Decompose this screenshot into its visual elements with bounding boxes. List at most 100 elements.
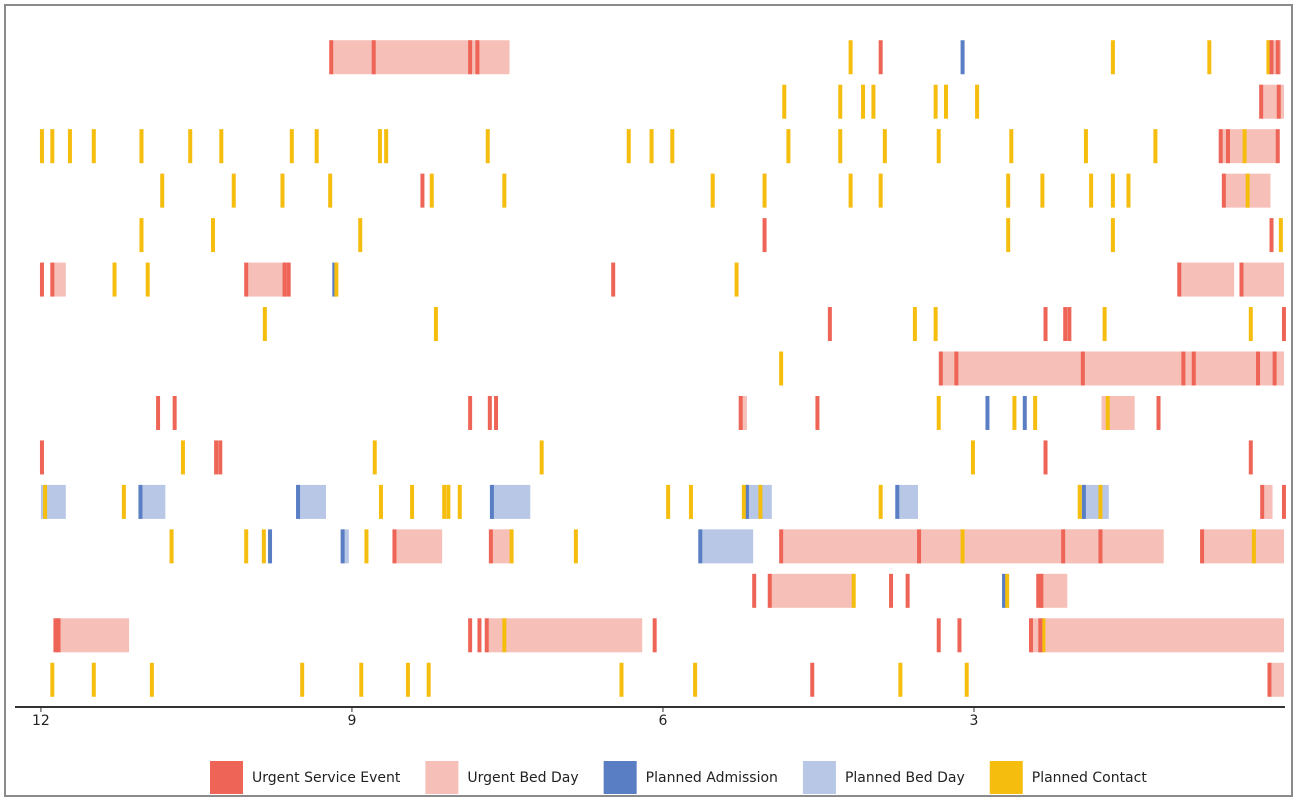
event (420, 173, 425, 208)
plot (39, 40, 1286, 697)
event (1278, 218, 1283, 253)
bed-day (52, 262, 66, 297)
event (39, 262, 44, 297)
event (378, 484, 383, 519)
event (1177, 262, 1182, 297)
event (1006, 218, 1011, 253)
event (810, 662, 815, 697)
event (261, 529, 266, 564)
event (1260, 484, 1265, 519)
bed-day (490, 529, 513, 564)
event (50, 662, 55, 697)
event (468, 618, 473, 653)
event (938, 351, 943, 386)
event (848, 173, 853, 208)
event (1225, 129, 1230, 164)
event (1281, 484, 1286, 519)
event (1002, 573, 1007, 608)
event (1256, 351, 1261, 386)
bed-day (394, 529, 443, 564)
event (693, 662, 698, 697)
event (477, 618, 482, 653)
event (244, 262, 249, 297)
event (1248, 440, 1253, 475)
event (1036, 573, 1041, 608)
bed-day (330, 40, 510, 75)
event (112, 262, 117, 297)
event (1022, 395, 1027, 430)
bed-day (939, 351, 1284, 386)
event (426, 662, 431, 697)
x-tick-label: 9 (347, 713, 356, 729)
event (957, 618, 962, 653)
event (429, 173, 434, 208)
event (457, 484, 462, 519)
legend-label: Urgent Bed Day (467, 770, 578, 786)
event (1102, 307, 1107, 342)
event (1126, 173, 1131, 208)
event (56, 618, 61, 653)
event (280, 173, 285, 208)
event (611, 262, 616, 297)
bed-day (486, 618, 643, 653)
event (652, 618, 657, 653)
event (779, 529, 784, 564)
event (358, 218, 363, 253)
x-tick-label: 6 (658, 713, 667, 729)
event (1275, 129, 1280, 164)
event (878, 173, 883, 208)
event (573, 529, 578, 564)
event (39, 129, 44, 164)
legend-swatch (210, 761, 243, 794)
event (838, 129, 843, 164)
event (372, 440, 377, 475)
event (871, 84, 876, 119)
x-tick-label: 3 (970, 713, 979, 729)
event (314, 129, 319, 164)
event (67, 129, 72, 164)
event (738, 395, 743, 430)
event (1043, 307, 1048, 342)
bed-day (298, 484, 327, 519)
event (268, 529, 273, 564)
event (970, 440, 975, 475)
event (149, 662, 154, 697)
event (741, 484, 746, 519)
event (882, 129, 887, 164)
event (442, 484, 447, 519)
event (861, 84, 866, 119)
event (1267, 662, 1272, 697)
event (138, 484, 143, 519)
event (1248, 307, 1253, 342)
event (1251, 529, 1256, 564)
event (985, 395, 990, 430)
event (39, 440, 44, 475)
event (405, 662, 410, 697)
event (1156, 395, 1161, 430)
event (286, 262, 291, 297)
event (698, 529, 703, 564)
event (1191, 351, 1196, 386)
event (670, 129, 675, 164)
event (710, 173, 715, 208)
event (468, 395, 473, 430)
bed-day (56, 618, 130, 653)
event (960, 40, 965, 75)
bed-day (1220, 129, 1278, 164)
event (1272, 351, 1277, 386)
event (1242, 129, 1247, 164)
event (1067, 307, 1072, 342)
event (752, 573, 757, 608)
event (218, 440, 223, 475)
bed-day (1081, 484, 1109, 519)
event (172, 395, 177, 430)
event (779, 351, 784, 386)
x-axis: 12 9 6 3 (15, 706, 1285, 729)
bed-day (744, 484, 772, 519)
legend-swatch (603, 761, 637, 794)
event (1221, 173, 1226, 208)
event (1039, 573, 1044, 608)
event (954, 351, 959, 386)
event (289, 129, 294, 164)
bed-day (781, 529, 1164, 564)
